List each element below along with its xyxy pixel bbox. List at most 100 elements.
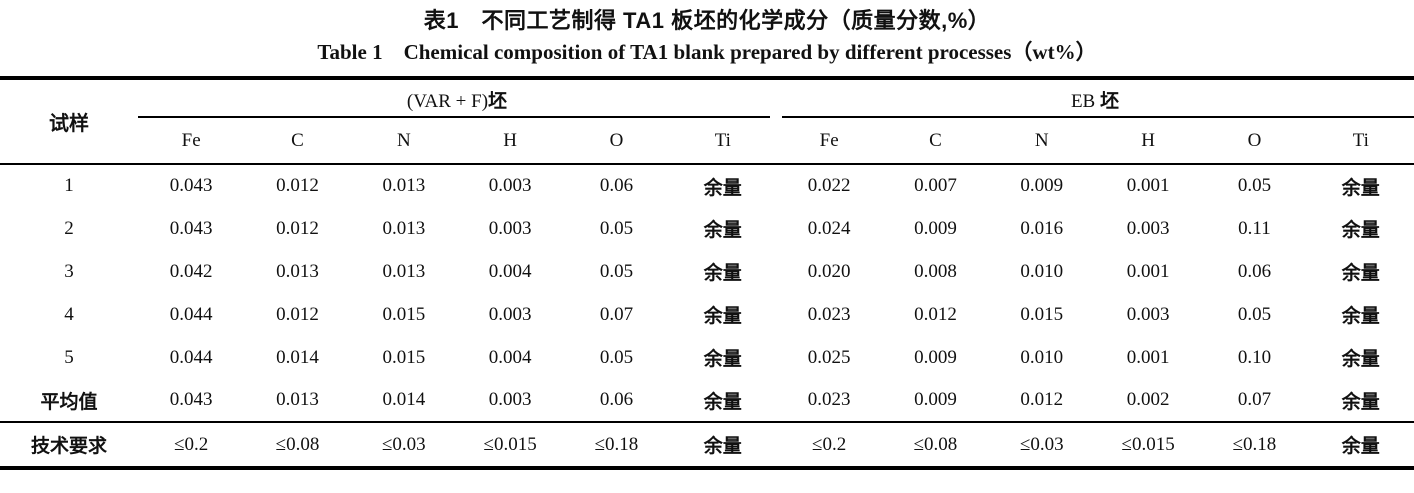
value-cell: 0.05 bbox=[599, 346, 634, 368]
value-cell: ≤0.2 bbox=[174, 433, 209, 455]
value-cell: 0.007 bbox=[914, 175, 957, 196]
value-cell: 0.013 bbox=[382, 175, 426, 196]
value-cell: 余量 bbox=[703, 349, 742, 370]
row-label: 4 bbox=[64, 303, 74, 325]
value-cell: 0.013 bbox=[382, 217, 426, 239]
value-cell: 0.11 bbox=[1238, 217, 1271, 239]
row-label: 1 bbox=[64, 175, 74, 196]
value-cell: 0.001 bbox=[1126, 346, 1170, 368]
group-underline-rule bbox=[138, 116, 770, 118]
column-header-fe: Fe bbox=[138, 118, 245, 165]
value-cell: 余量 bbox=[1307, 379, 1414, 423]
value-cell: 0.05 bbox=[1237, 175, 1272, 196]
value-cell: 0.025 bbox=[807, 346, 851, 368]
table-row: 2 0.043 0.012 0.013 0.003 0.05 余量 0.024 0.009 0.0… bbox=[0, 207, 1414, 250]
value-cell: 0.014 bbox=[276, 346, 319, 368]
table-body: 1 0.043 0.012 0.013 0.003 0.06 余量 0.022 0.007 0.0… bbox=[0, 164, 1414, 468]
table-row: 1 0.043 0.012 0.013 0.003 0.06 余量 0.022 0.007 0.0… bbox=[0, 164, 1414, 207]
value-cell: 0.044 bbox=[169, 303, 213, 325]
table-row: 5 0.044 0.014 0.015 0.004 0.05 余量 0.025 0.009 0.0… bbox=[0, 336, 1414, 379]
value-cell: 0.004 bbox=[488, 346, 532, 368]
value-cell: 0.010 bbox=[1020, 260, 1064, 282]
value-cell: 0.023 bbox=[775, 379, 883, 423]
value-cell: 0.044 bbox=[169, 346, 213, 368]
value-cell: 0.003 bbox=[1126, 217, 1170, 239]
value-cell: 0.012 bbox=[276, 175, 319, 196]
value-cell: 0.042 bbox=[169, 260, 213, 282]
value-cell: 0.012 bbox=[914, 303, 957, 325]
value-cell: 0.012 bbox=[988, 379, 1095, 423]
value-cell: 余量 bbox=[1341, 220, 1380, 241]
value-cell: 0.003 bbox=[488, 303, 532, 325]
value-cell: 0.010 bbox=[1020, 346, 1064, 368]
value-cell: 余量 bbox=[703, 263, 742, 284]
column-header-h: H bbox=[1094, 118, 1202, 165]
group-underline-rule bbox=[781, 116, 1414, 118]
value-cell: 0.05 bbox=[599, 217, 634, 239]
sample-column-header: 试样 bbox=[0, 78, 138, 165]
row-label: 技术要求 bbox=[30, 436, 107, 457]
value-cell: 0.002 bbox=[1094, 379, 1202, 423]
value-cell: 0.06 bbox=[1237, 260, 1272, 282]
value-cell: 0.003 bbox=[456, 379, 564, 423]
table-row: 平均值 0.043 0.013 0.014 0.003 0.06 余量 0.023 0.009 0… bbox=[0, 379, 1414, 423]
table-row: 3 0.042 0.013 0.013 0.004 0.05 余量 0.020 0.008 0.0… bbox=[0, 250, 1414, 293]
composition-table: 试样 (VAR + F)坯 EB 坯 Fe C N H O Ti Fe C bbox=[0, 76, 1414, 470]
value-cell: 余量 bbox=[1341, 349, 1380, 370]
value-cell: 0.004 bbox=[488, 260, 532, 282]
value-cell: 余量 bbox=[1341, 177, 1380, 199]
value-cell: ≤0.015 bbox=[1121, 433, 1175, 455]
row-label: 平均值 bbox=[0, 379, 138, 423]
column-header-ti: Ti bbox=[669, 118, 776, 165]
paper-page: 表1 不同工艺制得 TA1 板坯的化学成分（质量分数,%） Table 1 Ch… bbox=[0, 8, 1414, 470]
value-cell: ≤0.08 bbox=[275, 433, 320, 455]
value-cell: 0.008 bbox=[914, 260, 957, 282]
column-header-n: N bbox=[350, 118, 457, 165]
column-header-fe: Fe bbox=[775, 118, 883, 165]
value-cell: 余量 bbox=[1341, 263, 1380, 284]
column-header-n: N bbox=[988, 118, 1095, 165]
group-header-var-f: (VAR + F)坯 bbox=[138, 78, 776, 118]
value-cell: 0.043 bbox=[138, 379, 245, 423]
value-cell: 0.016 bbox=[1020, 217, 1064, 239]
table-title-english: Table 1 Chemical composition of TA1 blan… bbox=[317, 40, 1097, 64]
value-cell: ≤0.015 bbox=[483, 433, 537, 455]
value-cell: 0.001 bbox=[1126, 175, 1170, 196]
group-label-var-f: (VAR + F)坯 bbox=[406, 90, 508, 112]
value-cell: 0.10 bbox=[1237, 346, 1272, 368]
table-header: 试样 (VAR + F)坯 EB 坯 Fe C N H O Ti Fe C bbox=[0, 78, 1414, 165]
value-cell: 0.07 bbox=[1201, 379, 1308, 423]
value-cell: ≤0.18 bbox=[1232, 433, 1277, 455]
group-header-eb: EB 坯 bbox=[776, 78, 1414, 118]
value-cell: 余量 bbox=[703, 436, 742, 457]
value-cell: 0.009 bbox=[882, 379, 989, 423]
group-label-eb: EB 坯 bbox=[1070, 90, 1119, 112]
value-cell: ≤0.2 bbox=[812, 433, 847, 455]
column-header-o: O bbox=[563, 118, 670, 165]
value-cell: 0.015 bbox=[382, 346, 426, 368]
value-cell: 0.023 bbox=[807, 303, 851, 325]
value-cell: 0.020 bbox=[807, 260, 851, 282]
group-header-row: 试样 (VAR + F)坯 EB 坯 bbox=[0, 78, 1414, 165]
column-header-ti: Ti bbox=[1307, 118, 1414, 165]
table-title-chinese: 表1 不同工艺制得 TA1 板坯的化学成分（质量分数,%） bbox=[423, 8, 991, 33]
value-cell: 0.009 bbox=[914, 217, 957, 239]
value-cell: 0.022 bbox=[807, 175, 851, 196]
column-header-c: C bbox=[244, 118, 351, 165]
value-cell: 余量 bbox=[703, 220, 742, 241]
row-label: 2 bbox=[64, 217, 74, 239]
value-cell: 0.043 bbox=[169, 175, 213, 196]
value-cell: 余量 bbox=[703, 306, 742, 327]
value-cell: 0.05 bbox=[599, 260, 634, 282]
column-header-o: O bbox=[1201, 118, 1308, 165]
value-cell: 0.024 bbox=[807, 217, 851, 239]
value-cell: 0.009 bbox=[1020, 175, 1064, 196]
row-label: 3 bbox=[64, 260, 74, 282]
value-cell: 0.003 bbox=[488, 175, 532, 196]
value-cell: 0.06 bbox=[599, 175, 634, 196]
value-cell: 0.014 bbox=[350, 379, 457, 423]
value-cell: 0.013 bbox=[276, 260, 319, 282]
value-cell: 余量 bbox=[1341, 306, 1380, 327]
value-cell: 0.001 bbox=[1126, 260, 1170, 282]
column-header-h: H bbox=[456, 118, 564, 165]
